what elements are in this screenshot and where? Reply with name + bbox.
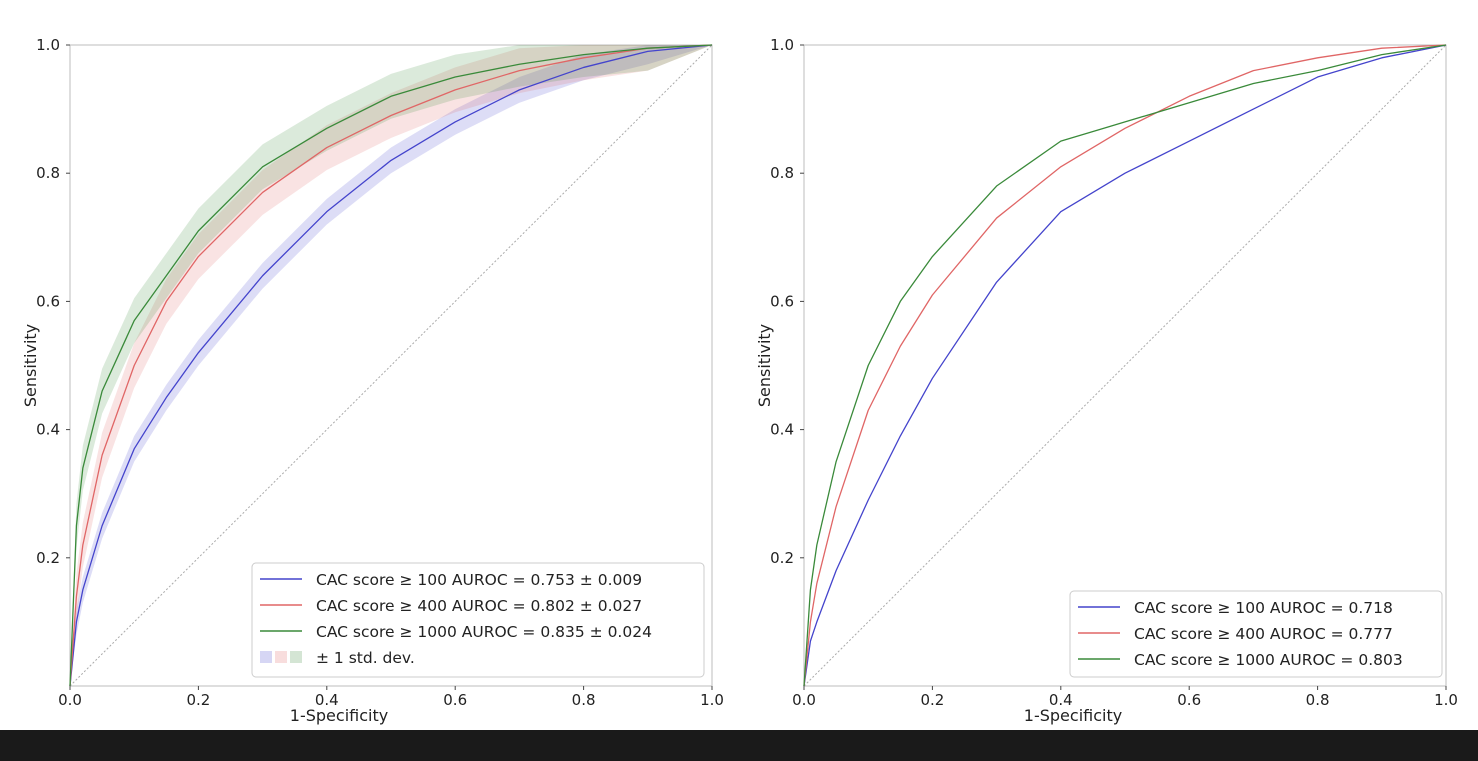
roc-curve-2: [803, 44, 1447, 687]
legend-label: CAC score ≥ 400 AUROC = 0.802 ± 0.027: [316, 597, 642, 615]
x-tick-label: 0.8: [572, 691, 596, 709]
y-tick-label: 0.2: [770, 549, 794, 567]
y-tick-label: 0.2: [36, 549, 60, 567]
roc-curve-2: [69, 44, 713, 687]
y-tick-label: 0.8: [36, 164, 60, 182]
legend-label: CAC score ≥ 400 AUROC = 0.777: [1134, 625, 1393, 643]
y-axis-label: Sensitivity: [755, 324, 774, 407]
x-tick-label: 0.6: [443, 691, 467, 709]
x-tick-label: 0.4: [1049, 691, 1073, 709]
chance-diagonal-line: [803, 44, 1447, 687]
x-tick-label: 0.2: [920, 691, 944, 709]
legend-label: CAC score ≥ 1000 AUROC = 0.835 ± 0.024: [316, 623, 652, 641]
roc-curve-1: [803, 44, 1447, 687]
roc-panel-right: 0.0 0.2 0.4 0.6 0.8 1.0 0.2 0.4 0.6 0.8 1.0 1-Speci…: [755, 36, 1458, 725]
legend-box: [251, 562, 705, 678]
legend-label: CAC score ≥ 1000 AUROC = 0.803: [1134, 651, 1403, 669]
y-tick-label: 0.6: [770, 292, 794, 310]
std-band-1: [70, 45, 712, 686]
y-tick-label: 0.8: [770, 164, 794, 182]
x-tick-label: 0.6: [1177, 691, 1201, 709]
legend-box: [1069, 590, 1443, 678]
y-tick-label: 0.6: [36, 292, 60, 310]
plot-frame: [69, 44, 713, 687]
std-band-2: [70, 45, 712, 686]
bottom-bar: [0, 730, 1478, 761]
x-axis-label: 1-Specificity: [1024, 706, 1122, 725]
x-tick-label: 1.0: [1434, 691, 1458, 709]
plot-frame: [803, 44, 1447, 687]
x-tick-label: 0.0: [58, 691, 82, 709]
x-axis-label: 1-Specificity: [290, 706, 388, 725]
x-tick-label: 1.0: [700, 691, 724, 709]
legend-label: CAC score ≥ 100 AUROC = 0.753 ± 0.009: [316, 571, 642, 589]
x-tick-label: 0.0: [792, 691, 816, 709]
legend: CAC score ≥ 100 AUROC = 0.753 ± 0.009 CAC…: [251, 562, 705, 678]
chance-diagonal-line: [69, 44, 713, 687]
x-tick-label: 0.4: [315, 691, 339, 709]
legend-label: CAC score ≥ 100 AUROC = 0.718: [1134, 599, 1393, 617]
roc-panel-left: 0.0 0.2 0.4 0.6 0.8 1.0 0.2 0.4 0.6 0.8 1.0 1-Speci…: [21, 36, 724, 725]
legend: CAC score ≥ 100 AUROC = 0.718 CAC score ≥…: [1069, 590, 1443, 678]
std-band-0: [70, 45, 712, 686]
y-tick-label: 0.4: [36, 421, 60, 439]
roc-curve-0: [803, 44, 1447, 687]
y-axis-label: Sensitivity: [21, 324, 40, 407]
legend-band-swatch: [260, 651, 272, 663]
roc-curve-1: [69, 44, 713, 687]
x-tick-label: 0.8: [1306, 691, 1330, 709]
legend-band-swatch: [275, 651, 287, 663]
legend-band-swatch: [290, 651, 302, 663]
legend-band-label: ± 1 std. dev.: [316, 649, 415, 667]
y-tick-label: 1.0: [36, 36, 60, 54]
y-tick-label: 0.4: [770, 421, 794, 439]
y-tick-label: 1.0: [770, 36, 794, 54]
x-tick-label: 0.2: [186, 691, 210, 709]
roc-curve-0: [69, 44, 713, 687]
